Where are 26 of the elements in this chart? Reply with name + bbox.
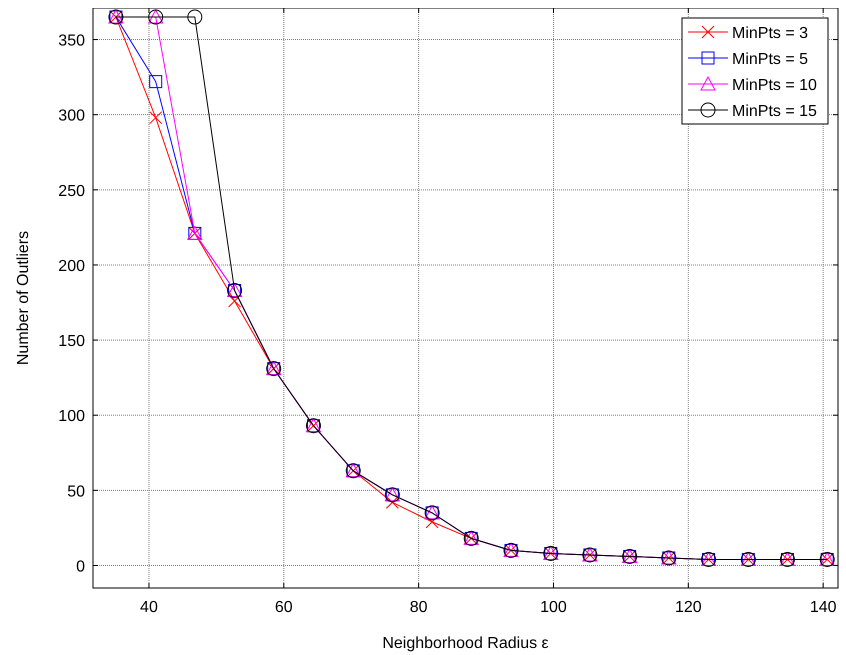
y-tick-label: 350 [58,32,86,50]
x-tick-label: 120 [674,599,702,616]
x-tick-label: 40 [140,599,158,616]
y-tick-label: 250 [58,182,86,200]
point [228,294,242,308]
legend-label: MinPts = 10 [732,77,818,94]
legend-label: MinPts = 3 [732,25,808,42]
point [149,111,162,124]
y-tick-label: 0 [76,558,86,576]
y-tick-label: 150 [58,333,86,350]
y-tick-label: 300 [58,108,86,125]
point [426,515,439,528]
y-tick-label: 50 [67,483,86,500]
x-tick-label: 100 [540,599,567,616]
y-tick-label: 200 [58,258,86,275]
point [149,75,162,88]
y-axis-title: Number of Outliers [15,230,32,366]
x-tick-label: 80 [410,599,428,616]
y-tick-label: 100 [58,408,86,426]
legend-label: MinPts = 15 [732,103,818,120]
x-axis-title: Neighborhood Radius ε [382,635,549,652]
x-tick-label: 60 [274,599,293,616]
legend-label: MinPts = 5 [732,51,808,68]
x-tick-label: 140 [810,599,837,616]
point [187,10,202,25]
point [386,496,399,509]
